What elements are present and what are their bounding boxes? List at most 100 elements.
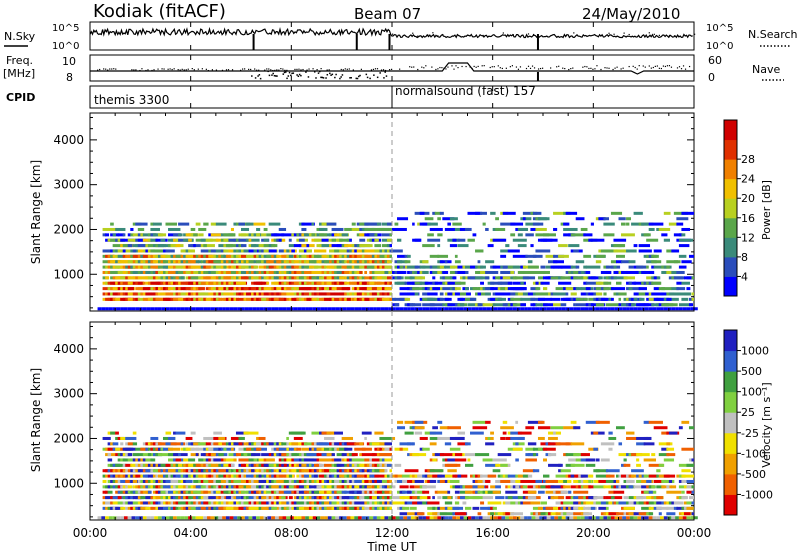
scatter-cell [560,512,576,516]
scatter-cell [278,297,284,301]
scatter-cell [471,516,476,520]
scatter-cell [637,516,642,520]
nave-dot [592,68,594,70]
scatter-cell [573,287,578,291]
scatter-cell [550,307,555,311]
scatter-cell [532,211,542,215]
scatter-cell [495,496,505,500]
scatter-cell [545,265,555,269]
scatter-cell [183,249,189,253]
scatter-cell [565,307,570,311]
scatter-cell [341,490,347,494]
scatter-cell [558,281,572,285]
scatter-cell [336,453,345,457]
nave-dot [596,65,598,67]
scatter-cell [626,436,637,440]
scatter-cell [643,233,651,237]
scatter-cell [273,287,277,291]
scatter-cell [548,512,552,516]
scatter-cell [643,303,655,307]
scatter-cell [102,292,106,296]
scatter-cell [395,516,400,520]
scatter-cell [540,217,547,221]
scatter-cell [198,276,204,280]
scatter-cell [256,447,262,451]
scatter-cell [311,431,324,435]
scatter-cell [592,307,596,311]
scatter-cell [429,297,441,301]
scatter-cell [193,496,198,500]
freq-scatter-dot [267,70,269,73]
nave-dot [445,68,447,70]
scatter-cell [105,469,110,473]
scatter-cell [681,297,689,301]
scatter-cell [298,233,304,237]
scatter-cell [676,292,691,296]
scatter-cell [354,516,359,520]
scatter-cell [278,238,282,242]
freq-scatter-dot [268,74,271,77]
freq-scatter-dot [325,77,327,79]
scatter-cell [301,307,306,311]
scatter-cell [140,270,145,274]
scatter-cell [407,265,418,269]
scatter-cell [303,442,315,446]
scatter-cell [105,474,108,478]
scatter-cell [220,254,226,258]
nave-dot [163,68,165,70]
scatter-cell [349,292,354,296]
scatter-cell [220,496,225,500]
scatter-cell [140,490,144,494]
scatter-cell [427,222,438,226]
scatter-cell [365,516,370,520]
scatter-cell [565,496,573,500]
scatter-cell [246,222,254,226]
nave-dot [437,68,439,70]
scatter-cell [471,307,476,311]
scatter-cell [510,222,524,226]
freq-scatter-dot [340,76,342,78]
scatter-cell [472,496,483,500]
scatter-cell [442,217,455,221]
nave-dot [590,67,592,69]
scatter-cell [116,307,121,311]
scatter-cell [389,496,392,500]
scatter-cell [101,307,106,311]
scatter-cell [671,249,680,253]
scatter-cell [480,474,494,478]
scatter-cell [613,238,627,242]
freq-scatter-dot [369,77,371,80]
scatter-cell [200,249,205,253]
scatter-cell [464,453,480,457]
scatter-cell [608,436,617,440]
scatter-cell [190,453,200,457]
scatter-cell [175,431,186,435]
scatter-cell [497,453,512,457]
scatter-cell [417,512,425,516]
scatter-cell [459,303,465,307]
scatter-cell [173,276,185,280]
freq-left-label-2: [MHz] [3,67,35,80]
nave-dot [294,68,296,71]
scatter-cell [615,501,619,505]
scatter-cell [631,222,645,226]
freq-scatter-dot [350,77,352,79]
scatter-cell [311,270,319,274]
scatter-cell [578,287,583,291]
scatter-cell [184,307,189,311]
scatter-cell [648,307,653,311]
x-tick-label: 04:00 [173,526,208,540]
scatter-cell [422,516,426,520]
scatter-cell [666,260,681,264]
scatter-cell [568,458,578,462]
scatter-cell [271,287,274,291]
nave-dot [443,67,445,69]
scatter-cell [599,307,604,311]
scatter-cell [464,496,480,500]
scatter-cell [452,516,457,520]
scatter-cell [165,463,169,467]
scatter-cell [228,474,232,478]
scatter-cell [203,244,207,248]
scatter-cell [595,458,600,462]
scatter-cell [678,516,683,520]
